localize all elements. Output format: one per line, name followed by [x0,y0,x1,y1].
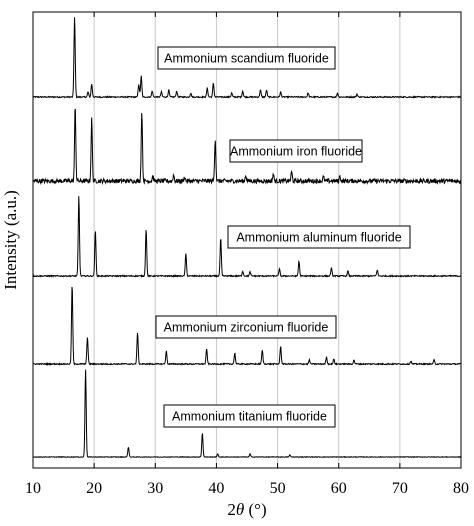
y-axis-label: Intensity (a.u.) [1,190,20,290]
x-axis-label: 2θ (°) [227,500,266,519]
x-tick-label: 70 [392,480,408,497]
x-tick-label: 40 [208,480,224,497]
series-line [32,196,462,278]
series-label: Ammonium titanium fluoride [172,410,327,424]
series-label: Ammonium iron fluoride [230,145,362,159]
series-label-box [163,404,336,428]
x-axis-ticks [32,12,462,468]
series-label: Ammonium aluminum fluoride [236,231,401,245]
x-tick-label: 30 [147,480,163,497]
series-label: Ammonium zirconium fluoride [164,321,329,335]
series-label-box [155,315,337,339]
plot-frame [32,11,462,469]
series-label-box [157,46,336,70]
series-label: Ammonium scandium fluoride [164,52,329,66]
series-label-box [229,139,363,163]
xrd-traces [32,17,462,459]
x-tick-label: 80 [453,480,469,497]
series-line [32,17,462,99]
x-axis-tick-labels: 10 20 30 40 50 60 70 80 [25,480,469,497]
x-tick-label: 50 [270,480,286,497]
series-line [32,286,462,366]
series-line [32,369,462,459]
series-line [32,108,462,186]
series-label-box [227,225,411,249]
x-tick-label: 10 [25,480,41,497]
series-labels: Ammonium scandium fluoride Ammonium iron … [155,46,411,428]
x-tick-label: 20 [86,480,102,497]
x-tick-label: 60 [331,480,347,497]
